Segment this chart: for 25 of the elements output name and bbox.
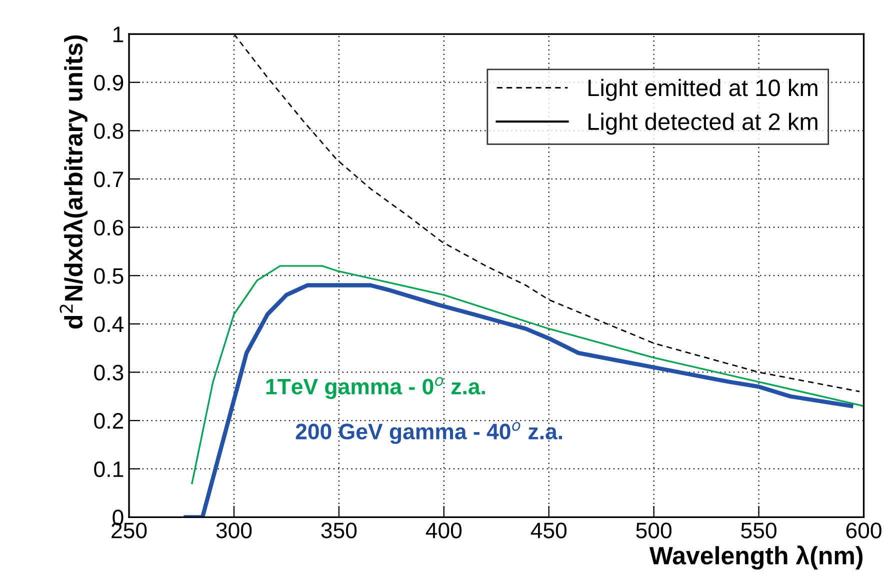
y-axis-title: d$^{2}$N/dxdλ(arbitrary units) xyxy=(60,35,88,329)
x-tick-label: 300 xyxy=(216,522,252,538)
y-tick-label: 0.9 xyxy=(94,74,124,91)
legend-label: Light emitted at 10 km xyxy=(588,78,818,101)
y-tick-label: 0.3 xyxy=(94,364,124,380)
x-tick-label: 450 xyxy=(530,522,567,538)
legend-label: Light detected at 2 km xyxy=(588,112,818,135)
x-tick-label: 600 xyxy=(846,522,882,538)
y-tick-label: 0.5 xyxy=(94,268,124,284)
y-tick-label: 0.7 xyxy=(94,172,124,188)
line-series xyxy=(191,265,864,484)
y-tick-label: 0.4 xyxy=(94,316,124,332)
x-tick-label: 500 xyxy=(636,522,672,538)
x-tick-label: 550 xyxy=(741,522,776,538)
x-axis-title: Wavelength λ(nm) xyxy=(649,546,863,570)
text: 200 GeV gamma - 40$^{o}$ z.a. xyxy=(296,422,562,444)
x-tick-label: 350 xyxy=(321,522,357,538)
y-tick-label: 0.1 xyxy=(94,461,124,478)
y-tick-label: 1 xyxy=(114,26,124,42)
y-tick-label: 0.2 xyxy=(94,413,124,429)
y-tick-label: 0.8 xyxy=(94,123,124,139)
y-tick-label: 0.6 xyxy=(94,220,124,236)
text: 1TeV gamma - 0$^{o}$ z.a. xyxy=(266,377,485,399)
line-series xyxy=(184,283,854,518)
x-tick-label: 400 xyxy=(426,522,462,538)
